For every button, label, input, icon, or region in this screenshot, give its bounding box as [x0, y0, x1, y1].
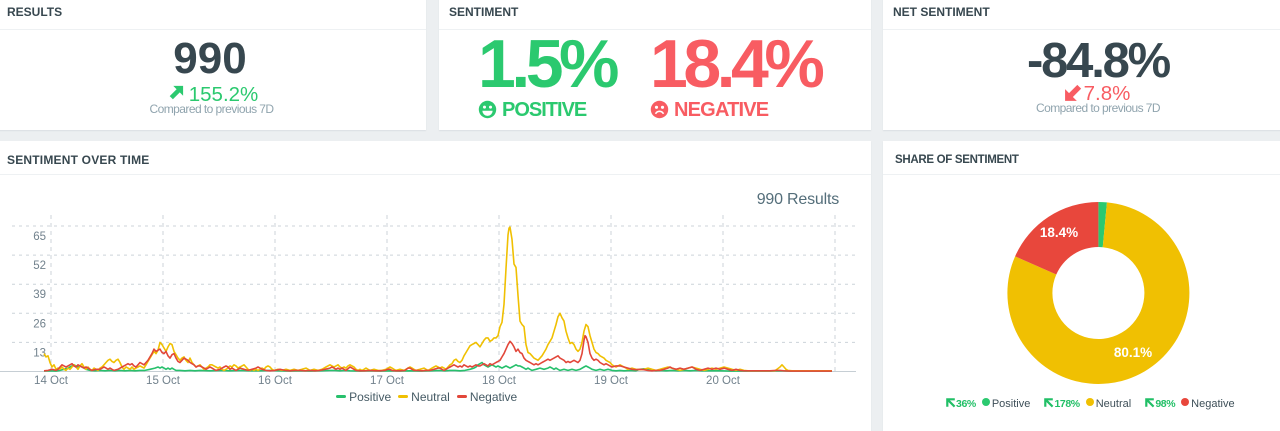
svg-text:19 Oct: 19 Oct [594, 375, 629, 387]
svg-text:17 Oct: 17 Oct [370, 375, 405, 387]
svg-text:20 Oct: 20 Oct [706, 375, 741, 387]
svg-text:13: 13 [33, 347, 46, 359]
svg-text:80.1%: 80.1% [1114, 345, 1152, 360]
svg-text:14 Oct: 14 Oct [34, 375, 69, 387]
svg-text:52: 52 [33, 260, 46, 272]
svg-text:39: 39 [33, 289, 46, 301]
svg-text:18 Oct: 18 Oct [482, 375, 517, 387]
svg-text:26: 26 [33, 318, 46, 330]
svg-text:15 Oct: 15 Oct [146, 375, 181, 387]
svg-text:18.4%: 18.4% [1040, 225, 1078, 240]
svg-text:16 Oct: 16 Oct [258, 375, 293, 387]
svg-text:65: 65 [33, 231, 46, 243]
